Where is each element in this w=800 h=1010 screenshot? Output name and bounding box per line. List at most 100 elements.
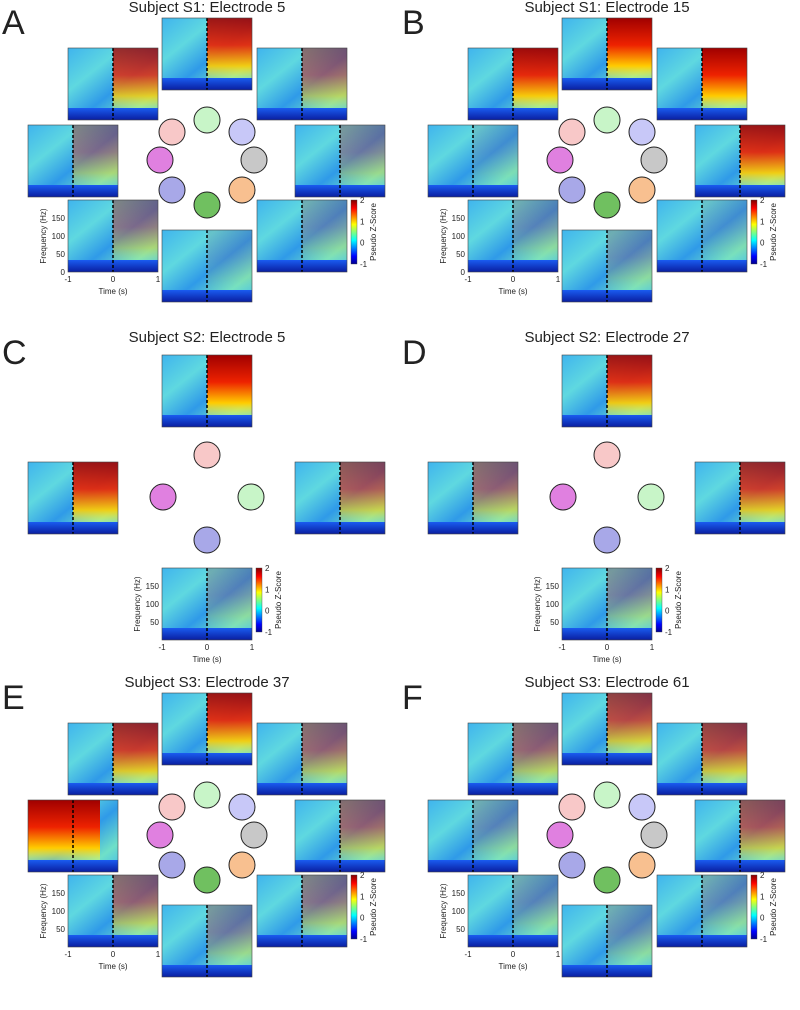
spectrogram	[656, 47, 748, 121]
spectrogram-frame	[561, 17, 653, 91]
colorbar-tick-label: 1	[360, 892, 365, 901]
spectrogram-heat	[473, 462, 518, 522]
spectrogram-heat	[207, 230, 252, 290]
spectrogram-frame	[27, 124, 119, 198]
spectrogram-heat	[113, 200, 158, 260]
panel-letter: E	[2, 679, 25, 717]
y-tick-label: 50	[456, 250, 465, 259]
y-tick-label: 0	[461, 268, 466, 277]
spectrogram-heat	[302, 200, 347, 260]
spectrogram	[67, 47, 159, 121]
y-tick-label: 50	[56, 250, 65, 259]
spectrogram-heat	[740, 462, 785, 522]
spectrogram-frame	[256, 47, 348, 121]
x-tick-label: 0	[605, 643, 610, 652]
condition-circle	[146, 146, 174, 174]
spectrogram-heat	[302, 875, 347, 935]
spectrogram	[561, 692, 653, 766]
spectrogram-heat	[702, 875, 747, 935]
colorbar-tick-label: 1	[265, 585, 270, 594]
y-tick-label: 50	[56, 925, 65, 934]
colorbar-tick-label: 2	[760, 871, 765, 880]
y-tick-label: 0	[61, 268, 66, 277]
x-tick-label: 1	[556, 275, 561, 284]
spectrogram-frame	[161, 904, 253, 978]
condition-circle	[593, 106, 621, 134]
x-tick-label: 1	[250, 643, 255, 652]
y-tick-label: 150	[452, 214, 466, 223]
spectrogram-heat	[207, 693, 252, 753]
colorbar-tick-label: -1	[760, 935, 768, 944]
colorbar-tick-label: 0	[265, 607, 270, 616]
spectrogram	[694, 799, 786, 873]
y-tick-label: 100	[452, 232, 466, 241]
x-tick-label: 0	[205, 643, 210, 652]
y-axis-label: Frequency (Hz)	[39, 883, 48, 938]
spectrogram-frame	[67, 199, 159, 273]
condition-circle	[640, 146, 668, 174]
spectrogram-frame	[294, 461, 386, 535]
spectrogram-frame	[694, 461, 786, 535]
condition-circle	[549, 483, 577, 511]
spectrogram-frame	[467, 47, 559, 121]
y-axis-label: Frequency (Hz)	[439, 208, 448, 263]
spectrogram	[161, 904, 253, 978]
x-tick-label: -1	[64, 275, 72, 284]
colorbar-tick-label: 1	[665, 585, 670, 594]
spectrogram	[256, 47, 348, 121]
x-tick-label: 1	[556, 950, 561, 959]
y-tick-label: 150	[52, 214, 66, 223]
spectrogram-heat	[207, 355, 252, 415]
spectrogram-frame	[467, 199, 559, 273]
spectrogram	[294, 799, 386, 873]
condition-circle	[637, 483, 665, 511]
colorbar-label: Pseudo Z-Score	[369, 203, 378, 261]
spectrogram	[656, 722, 748, 796]
spectrogram-heat	[702, 200, 747, 260]
y-tick-label: 150	[546, 582, 560, 591]
spectrogram-frame	[67, 874, 159, 948]
spectrogram-frame	[27, 799, 119, 873]
spectrogram-heat	[607, 905, 652, 965]
condition-circle	[593, 191, 621, 219]
y-tick-label: 150	[52, 889, 66, 898]
spectrogram: 150 100 50 -1 0 1 Time (s) Frequency (Hz)	[439, 874, 561, 971]
spectrogram	[161, 354, 253, 428]
panel-title: Subject S2: Electrode 5	[129, 329, 286, 346]
spectrogram-heat	[207, 18, 252, 78]
spectrogram	[427, 124, 519, 198]
x-tick-label: -1	[158, 643, 166, 652]
y-tick-label: 100	[146, 600, 160, 609]
panel: C Subject S2: Electrode 5 150 100 50 -1 0 1 Time…	[2, 329, 386, 664]
spectrogram-frame	[161, 354, 253, 428]
y-axis-label: Frequency (Hz)	[39, 208, 48, 263]
colorbar-tick-label: 0	[360, 239, 365, 248]
x-axis-label: Time (s)	[98, 962, 127, 971]
spectrogram-heat	[113, 723, 158, 783]
colorbar-tick-label: -1	[360, 260, 368, 269]
x-axis-label: Time (s)	[192, 655, 221, 664]
x-tick-label: 0	[111, 950, 116, 959]
condition-circle	[593, 781, 621, 809]
panel: E Subject S3: Electrode 37 150 100 50 -1 0 1 Tim…	[2, 674, 386, 978]
y-tick-label: 100	[52, 907, 66, 916]
spectrogram-heat	[473, 800, 518, 860]
colorbar-tick-label: -1	[360, 935, 368, 944]
spectrogram-frame	[161, 567, 253, 641]
condition-circle	[146, 821, 174, 849]
spectrogram-frame	[694, 799, 786, 873]
spectrogram	[27, 124, 119, 198]
spectrogram-heat	[513, 200, 558, 260]
spectrogram	[27, 799, 119, 873]
spectrogram-heat	[607, 568, 652, 628]
condition-circle	[193, 781, 221, 809]
condition-circle	[640, 821, 668, 849]
spectrogram-heat	[513, 875, 558, 935]
colorbar	[750, 199, 758, 265]
